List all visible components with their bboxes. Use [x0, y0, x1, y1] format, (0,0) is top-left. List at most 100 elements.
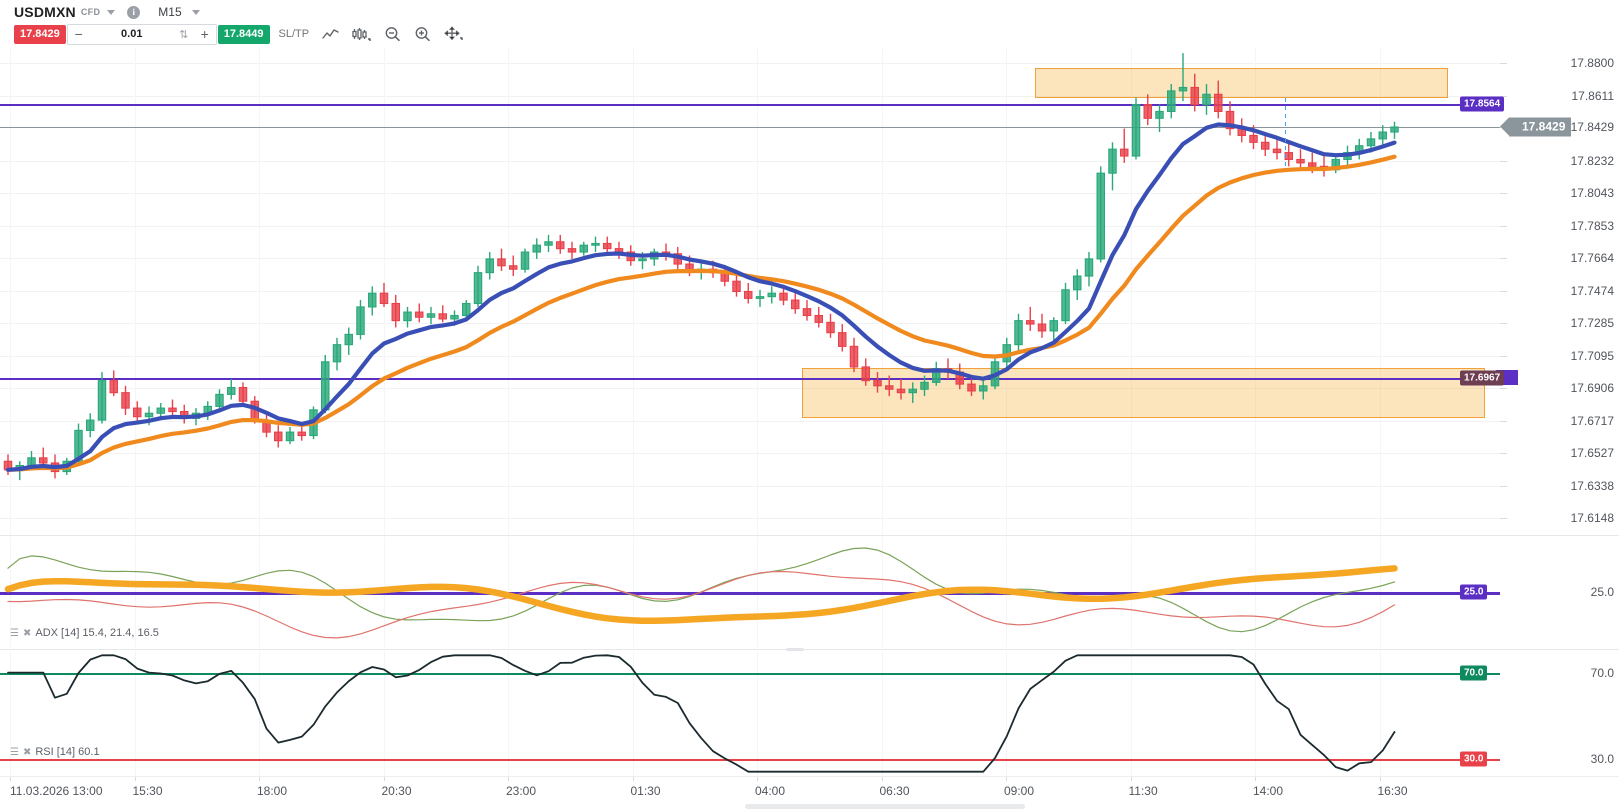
rsi-axis-tick-label: 70.0	[1590, 665, 1614, 680]
time-axis-tick-label: 01:30	[630, 784, 661, 798]
price-pane[interactable]: 17.8800 17.8611 17.8429 17.8232 17.8043 17.78…	[0, 48, 1619, 586]
price-axis-tick	[1500, 388, 1507, 390]
price-axis-tick-label: 17.7664	[1570, 251, 1614, 266]
horizontal-scrollbar[interactable]	[745, 804, 1025, 809]
trade-row: 17.8429 − 0.01 ⇅ + 17.8449 SL/TP	[14, 23, 463, 45]
quantity-increment-button[interactable]: +	[200, 26, 209, 42]
quantity-decrement-button[interactable]: −	[74, 26, 83, 42]
quantity-stepper[interactable]: − 0.01 ⇅ +	[66, 23, 217, 45]
resistance-level-badge[interactable]: 17.8564	[1460, 96, 1505, 112]
rsi-level-badge[interactable]: 30.0	[1460, 751, 1488, 767]
adx-minus-di-line	[7, 570, 1396, 639]
chevron-down-icon[interactable]	[107, 9, 116, 15]
price-axis-tick	[1500, 63, 1507, 65]
symbol-row: USDMXN CFD i M15	[14, 2, 200, 22]
price-gridline	[0, 160, 1500, 162]
support-level-badge[interactable]: 17.6967	[1460, 370, 1505, 386]
time-axis-tick-label: 20:30	[381, 784, 412, 798]
price-gridline	[0, 355, 1500, 357]
pane-divider-adx-rsi[interactable]	[0, 649, 1619, 650]
rsi-series	[7, 654, 1396, 773]
buy-price-button[interactable]: 17.8449	[217, 24, 270, 44]
adx-plot-area[interactable]	[0, 537, 1500, 647]
indicator-settings-icon[interactable]: ☰	[10, 627, 19, 639]
time-axis-tick-label: 09:00	[1004, 784, 1035, 798]
price-axis-tick-label: 17.6527	[1570, 446, 1614, 461]
time-gridline	[1130, 48, 1132, 535]
pane-resize-grabber[interactable]	[786, 648, 804, 652]
adx-pane[interactable]: 25.0 25.0 ☰ ✖ ADX [14] 15.4, 21.4, 16.5	[0, 537, 1619, 647]
adx-level-badge[interactable]: 25.0	[1460, 584, 1488, 600]
crosshair-icon[interactable]	[444, 26, 463, 42]
support-line[interactable]	[0, 377, 1500, 381]
time-gridline	[383, 651, 385, 776]
price-gridline	[0, 225, 1500, 227]
price-gridline	[0, 388, 1500, 390]
pane-divider-price-adx[interactable]	[0, 535, 1619, 536]
quantity-input[interactable]: 0.01	[121, 28, 143, 40]
candlestick-icon[interactable]	[352, 27, 371, 42]
candlestick-series	[3, 53, 1399, 481]
price-axis[interactable]: 17.8800 17.8611 17.8429 17.8232 17.8043 17.78…	[1460, 48, 1619, 535]
time-axis-tick	[134, 777, 136, 781]
indicator-close-icon[interactable]: ✖	[22, 627, 32, 639]
rsi-axis[interactable]: 70.0 70.0 30.0 30.0	[1460, 651, 1619, 776]
sltp-button[interactable]: SL/TP	[278, 28, 310, 40]
zoom-out-icon[interactable]	[384, 26, 401, 42]
price-axis-tick	[1500, 453, 1507, 455]
timeframe-selector[interactable]: M15	[158, 5, 200, 19]
price-gridline	[0, 95, 1500, 97]
ema-21-line	[5, 154, 1397, 472]
time-gridline	[259, 48, 260, 535]
rsi-level-70-0-line[interactable]	[0, 672, 1500, 676]
time-gridline	[1379, 48, 1381, 535]
last-price-badge[interactable]: 17.8429	[1499, 117, 1572, 137]
indicator-settings-icon[interactable]: ☰	[10, 746, 19, 758]
adx-axis[interactable]: 25.0 25.0	[1460, 537, 1619, 647]
price-axis-tick	[1500, 160, 1507, 162]
price-axis-tick-label: 17.6148	[1570, 511, 1614, 526]
last-price-line[interactable]	[0, 127, 1500, 129]
zoom-in-icon[interactable]	[414, 26, 431, 42]
instrument-type-label: CFD	[80, 7, 101, 17]
swap-units-icon[interactable]: ⇅	[179, 28, 189, 41]
time-gridline	[881, 651, 883, 776]
info-icon[interactable]: i	[127, 5, 141, 19]
price-gridline	[0, 323, 1500, 325]
time-axis[interactable]: 11.03.2026 13:00 15:30 18:00 20:30 23:00 01:3…	[0, 776, 1619, 803]
adx-level-25-line[interactable]	[0, 592, 1500, 595]
price-gridline	[0, 420, 1500, 422]
time-gridline	[1006, 651, 1007, 776]
rsi-pane[interactable]: 70.0 70.0 30.0 30.0 ☰ ✖ RSI [14] 60.1	[0, 651, 1619, 776]
rsi-level-30-0-line[interactable]	[0, 758, 1500, 762]
price-axis-tick-label: 17.8611	[1571, 88, 1615, 103]
price-gridline	[0, 453, 1500, 455]
upper-supply-zone[interactable]	[1035, 67, 1448, 98]
line-chart-icon[interactable]	[322, 28, 339, 41]
time-axis-tick-label: 11:30	[1128, 784, 1158, 798]
chevron-down-icon[interactable]	[191, 10, 200, 15]
resistance-line[interactable]	[0, 103, 1500, 107]
adx-legend[interactable]: ☰ ✖ ADX [14] 15.4, 21.4, 16.5	[10, 627, 159, 639]
price-axis-tick-label: 17.6338	[1570, 478, 1614, 493]
price-plot-area[interactable]	[0, 48, 1500, 535]
price-gridline	[0, 63, 1500, 65]
session-marker-line	[1285, 97, 1286, 168]
time-axis-tick	[1006, 777, 1007, 781]
sell-price-button[interactable]: 17.8429	[14, 24, 66, 44]
price-axis-tick-label: 17.8800	[1570, 56, 1614, 71]
time-axis-tick-label: 06:30	[879, 784, 910, 798]
price-axis-tick-label: 17.7285	[1570, 316, 1614, 331]
symbol-label[interactable]: USDMXN	[14, 4, 76, 20]
time-axis-tick-label: 15:30	[132, 784, 163, 798]
rsi-plot-area[interactable]	[0, 651, 1500, 776]
adx-legend-text: ADX [14] 15.4, 21.4, 16.5	[35, 627, 159, 639]
indicator-close-icon[interactable]: ✖	[22, 746, 32, 758]
rsi-legend[interactable]: ☰ ✖ RSI [14] 60.1	[10, 746, 100, 758]
time-axis-tick	[259, 777, 260, 781]
time-axis-tick-label: 18:00	[257, 784, 288, 798]
ema-9-line	[5, 122, 1397, 472]
rsi-level-badge[interactable]: 70.0	[1460, 665, 1488, 681]
time-gridline	[757, 48, 758, 535]
time-gridline	[881, 48, 883, 535]
